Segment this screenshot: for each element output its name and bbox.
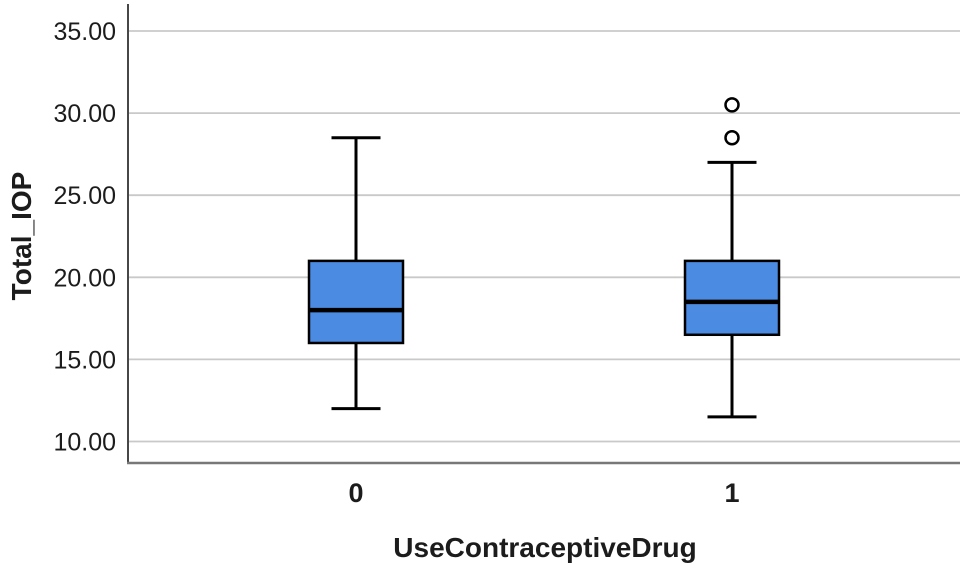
boxplot-group-0 (307, 136, 405, 411)
y-tick-label-35.00: 35.00 (53, 18, 116, 46)
boxplot-group-1 (683, 97, 781, 419)
outlier-point (724, 97, 740, 113)
iqr-box (683, 259, 781, 337)
y-tick-label-20.00: 20.00 (53, 264, 116, 292)
x-tick-label-1: 1 (724, 478, 739, 508)
outlier-point (724, 129, 740, 146)
x-axis-title: UseContraceptiveDrug (393, 532, 697, 563)
y-tick-label-25.00: 25.00 (53, 182, 116, 210)
x-tick-label-0: 0 (348, 478, 363, 508)
y-tick-label-15.00: 15.00 (53, 346, 116, 374)
y-tick-label-30.00: 30.00 (53, 100, 116, 128)
y-tick-label-10.00: 10.00 (53, 429, 116, 457)
iqr-box (307, 259, 405, 345)
